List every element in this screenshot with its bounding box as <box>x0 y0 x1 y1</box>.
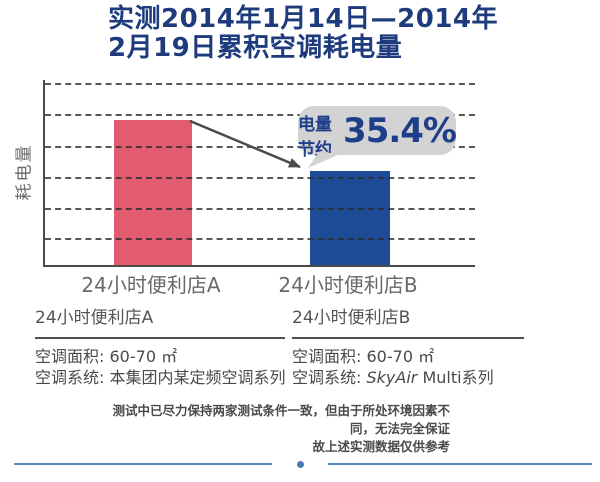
disclaimer-line-2: 故上述实测数据仅供参考 <box>312 439 450 454</box>
divider-dot <box>297 461 304 468</box>
disclaimer: 测试中已尽力保持两家测试条件一致，但由于所处环境因素不同，无法完全保证 故上述实… <box>90 402 450 456</box>
divider-line-right <box>328 463 592 465</box>
footer-divider <box>0 459 600 469</box>
area-label: 空调面积: <box>35 347 105 366</box>
gridline <box>45 114 475 116</box>
bar-store-b <box>310 171 390 265</box>
bar-chart-plot: 耗电量 <box>15 80 475 267</box>
system-brand: SkyAir <box>366 368 418 387</box>
bar-store-a <box>114 120 192 265</box>
system-label: 空调系统: <box>35 368 105 387</box>
system-value: Multi系列 <box>422 368 494 387</box>
callout-tail <box>308 153 342 168</box>
divider-line-left <box>14 463 272 465</box>
store-b-area-row: 空调面积: 60-70 ㎡ <box>292 347 524 366</box>
gridline <box>45 83 475 85</box>
area-value: 60-70 ㎡ <box>109 347 178 366</box>
system-value: 本集团内某定频空调系列 <box>109 368 286 387</box>
store-a-details: 24小时便利店A 空调面积: 60-70 ㎡ 空调系统: 本集团内某定频空调系列 <box>35 303 286 387</box>
store-a-header: 24小时便利店A <box>35 303 285 339</box>
store-b-details: 24小时便利店B 空调面积: 60-70 ㎡ 空调系统: SkyAir Mult… <box>292 303 524 387</box>
x-category-store-b: 24小时便利店B <box>278 273 418 297</box>
store-a-system-row: 空调系统: 本集团内某定频空调系列 <box>35 368 286 387</box>
x-category-store-a: 24小时便利店A <box>81 273 221 297</box>
title-line-1: 实测2014年1月14日—2014年 <box>108 4 498 34</box>
disclaimer-line-1: 测试中已尽力保持两家测试条件一致，但由于所处环境因素不同，无法完全保证 <box>112 403 450 436</box>
gridline <box>45 177 475 179</box>
gridline <box>45 238 475 240</box>
store-b-system-row: 空调系统: SkyAir Multi系列 <box>292 368 524 387</box>
area-label: 空调面积: <box>292 347 362 366</box>
store-b-header: 24小时便利店B <box>292 303 524 339</box>
area-value: 60-70 ㎡ <box>366 347 435 366</box>
gridline <box>45 208 475 210</box>
title-line-2: 2月19日累积空调耗电量 <box>108 33 403 63</box>
page-title: 实测2014年1月14日—2014年 2月19日累积空调耗电量 <box>108 5 498 63</box>
savings-callout-label: 电量节约 <box>298 114 332 160</box>
y-axis-label: 耗电量 <box>14 143 35 201</box>
savings-callout-value: 35.4% <box>343 110 457 151</box>
store-a-area-row: 空调面积: 60-70 ㎡ <box>35 347 285 366</box>
system-label: 空调系统: <box>292 368 362 387</box>
savings-callout: 电量节约 35.4% <box>298 106 457 168</box>
